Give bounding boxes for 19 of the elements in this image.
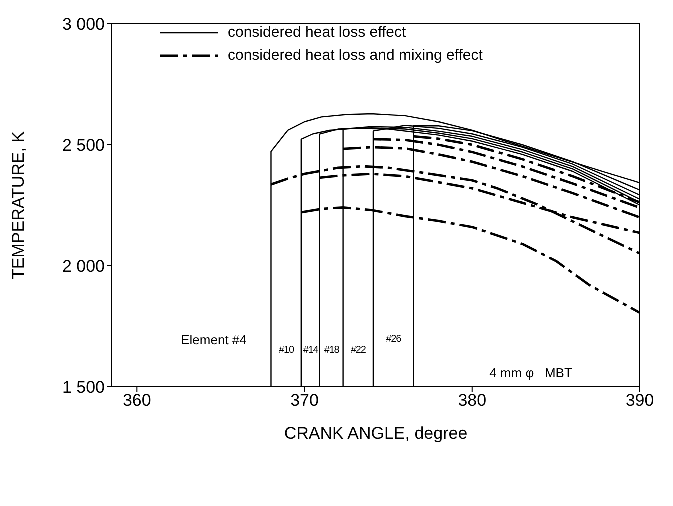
x-tick-label: 390 [626,391,654,410]
x-tick-label: 380 [458,391,487,410]
x-axis-title: CRANK ANGLE, degree [284,424,468,443]
annotation: #26 [386,334,402,345]
y-tick-label: 2 500 [62,136,105,156]
legend-label: considered heat loss and mixing effect [228,47,483,64]
y-axis-title: TEMPERATURE, K [9,130,28,280]
y-tick-label: 3 000 [62,15,105,34]
annotation: 4 mm φ MBT [490,366,572,380]
x-tick-label: 370 [290,391,319,410]
y-tick-label: 2 000 [62,257,105,276]
legend-label: considered heat loss effect [228,24,406,41]
annotation: #22 [350,345,366,356]
annotation: #14 [303,345,318,356]
annotation: #10 [279,345,294,356]
annotation: #18 [324,345,340,356]
y-tick-label: 1 500 [62,378,105,398]
annotation: Element #4 [181,332,247,348]
x-tick-label: 360 [122,391,152,410]
